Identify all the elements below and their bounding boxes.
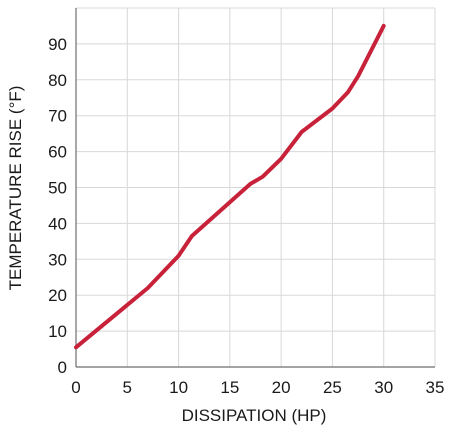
- x-tick-label: 0: [71, 378, 80, 397]
- y-tick-label: 80: [48, 71, 67, 90]
- y-tick-label: 90: [48, 35, 67, 54]
- x-tick-label: 10: [169, 378, 188, 397]
- y-tick-label: 40: [48, 214, 67, 233]
- x-tick-label: 15: [220, 378, 239, 397]
- x-tick-label: 20: [272, 378, 291, 397]
- y-tick-label: 10: [48, 322, 67, 341]
- x-tick-labels: 0 5 10 15 20 25 30 35: [71, 378, 444, 397]
- series-line: [74, 23, 386, 350]
- y-tick-label: 60: [48, 143, 67, 162]
- y-tick-label: 50: [48, 179, 67, 198]
- y-tick-label: 70: [48, 107, 67, 126]
- grid: [76, 7, 436, 367]
- x-tick-label: 35: [426, 378, 445, 397]
- x-tick-label: 30: [374, 378, 393, 397]
- y-tick-label: 20: [48, 286, 67, 305]
- series-group: [74, 23, 386, 350]
- x-axis-title: DISSIPATION (HP): [182, 406, 327, 425]
- axes: [75, 8, 435, 368]
- x-tick-label: 25: [323, 378, 342, 397]
- y-axis-title: TEMPERATURE RISE (°F): [6, 86, 25, 291]
- y-tick-label: 30: [48, 250, 67, 269]
- x-tick-label: 5: [123, 378, 132, 397]
- y-tick-labels: 0 10 20 30 40 50 60 70 80 90: [48, 35, 67, 377]
- y-tick-label: 0: [58, 358, 67, 377]
